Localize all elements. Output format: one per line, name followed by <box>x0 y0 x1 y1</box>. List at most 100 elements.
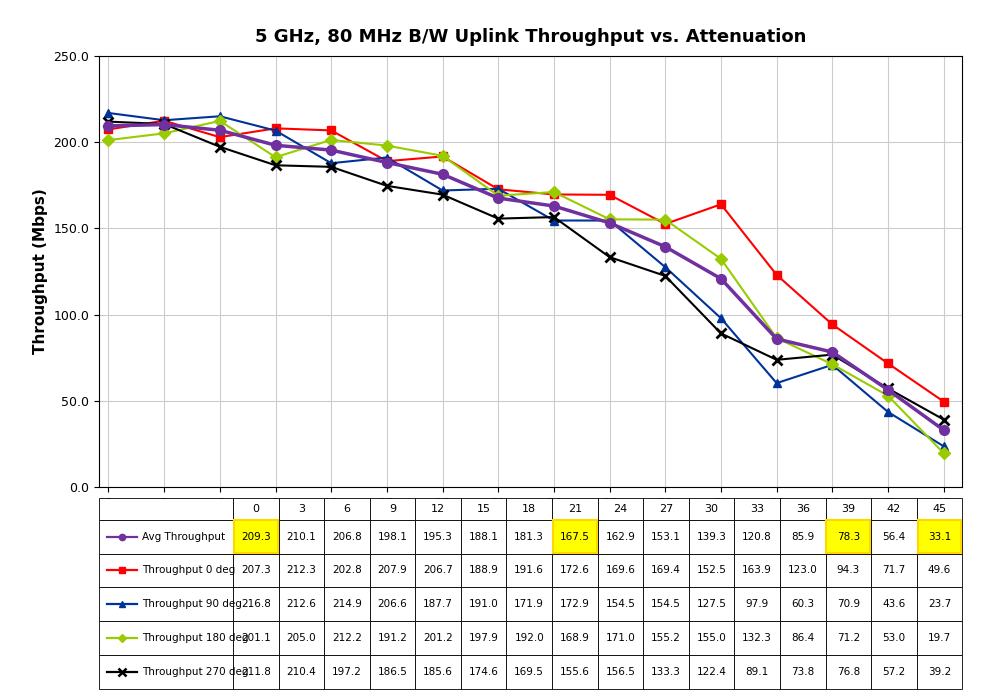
Text: 12: 12 <box>431 504 445 514</box>
Text: 155.6: 155.6 <box>559 667 590 677</box>
Text: 212.6: 212.6 <box>287 599 316 609</box>
Text: Avg Throughput: Avg Throughput <box>142 532 225 541</box>
Text: 45: 45 <box>932 504 946 514</box>
Text: 191.2: 191.2 <box>378 633 408 643</box>
Text: 212.3: 212.3 <box>287 565 316 576</box>
Text: 30: 30 <box>704 504 718 514</box>
Text: 56.4: 56.4 <box>882 532 906 541</box>
Text: 156.5: 156.5 <box>605 667 635 677</box>
Text: 188.1: 188.1 <box>468 532 499 541</box>
Text: 39: 39 <box>841 504 855 514</box>
Text: 152.5: 152.5 <box>696 565 726 576</box>
Text: 210.4: 210.4 <box>287 667 316 677</box>
Text: 197.2: 197.2 <box>332 667 362 677</box>
Text: 85.9: 85.9 <box>791 532 814 541</box>
Text: 57.2: 57.2 <box>882 667 906 677</box>
Text: Throughput 0 deg: Throughput 0 deg <box>142 565 235 576</box>
Text: 18: 18 <box>522 504 537 514</box>
Text: 207.9: 207.9 <box>378 565 408 576</box>
Text: 9: 9 <box>389 504 396 514</box>
Text: 214.9: 214.9 <box>332 599 362 609</box>
Text: 206.8: 206.8 <box>332 532 362 541</box>
Text: 23.7: 23.7 <box>928 599 951 609</box>
Text: 39.2: 39.2 <box>928 667 951 677</box>
Text: 211.8: 211.8 <box>241 667 271 677</box>
Text: 0: 0 <box>252 504 259 514</box>
Text: 171.9: 171.9 <box>514 599 545 609</box>
Text: 174.6: 174.6 <box>468 667 499 677</box>
Text: 169.4: 169.4 <box>651 565 681 576</box>
Text: 155.2: 155.2 <box>651 633 681 643</box>
Text: 186.5: 186.5 <box>378 667 408 677</box>
Text: 205.0: 205.0 <box>287 633 316 643</box>
Text: 172.6: 172.6 <box>559 565 590 576</box>
Text: 206.7: 206.7 <box>424 565 453 576</box>
Text: 167.5: 167.5 <box>559 532 590 541</box>
Text: 86.4: 86.4 <box>791 633 814 643</box>
Text: 71.7: 71.7 <box>882 565 906 576</box>
Text: 120.8: 120.8 <box>742 532 772 541</box>
Text: 133.3: 133.3 <box>651 667 681 677</box>
Text: 19.7: 19.7 <box>928 633 951 643</box>
Text: 36: 36 <box>796 504 809 514</box>
Text: Throughput 180 deg: Throughput 180 deg <box>142 633 248 643</box>
X-axis label: Attenuation (dB): Attenuation (dB) <box>458 516 603 530</box>
Text: 27: 27 <box>659 504 674 514</box>
Y-axis label: Throughput (Mbps): Throughput (Mbps) <box>33 189 48 354</box>
Text: 198.1: 198.1 <box>378 532 408 541</box>
Text: 201.2: 201.2 <box>424 633 453 643</box>
Text: 210.1: 210.1 <box>287 532 316 541</box>
Text: 153.1: 153.1 <box>651 532 681 541</box>
Text: 154.5: 154.5 <box>605 599 635 609</box>
Text: 191.6: 191.6 <box>514 565 545 576</box>
Text: 187.7: 187.7 <box>424 599 453 609</box>
Text: 154.5: 154.5 <box>651 599 681 609</box>
Text: 42: 42 <box>887 504 901 514</box>
Text: 168.9: 168.9 <box>559 633 590 643</box>
Text: 188.9: 188.9 <box>468 565 499 576</box>
Text: 162.9: 162.9 <box>605 532 635 541</box>
Text: 206.6: 206.6 <box>378 599 408 609</box>
Text: 139.3: 139.3 <box>696 532 726 541</box>
Text: 97.9: 97.9 <box>746 599 769 609</box>
Text: 195.3: 195.3 <box>424 532 453 541</box>
Text: 163.9: 163.9 <box>742 565 772 576</box>
Text: 201.1: 201.1 <box>241 633 271 643</box>
Text: 71.2: 71.2 <box>836 633 860 643</box>
Title: 5 GHz, 80 MHz B/W Uplink Throughput vs. Attenuation: 5 GHz, 80 MHz B/W Uplink Throughput vs. … <box>255 28 806 46</box>
Text: 94.3: 94.3 <box>836 565 860 576</box>
Text: 172.9: 172.9 <box>559 599 590 609</box>
Text: 89.1: 89.1 <box>746 667 769 677</box>
Text: 76.8: 76.8 <box>836 667 860 677</box>
Text: 202.8: 202.8 <box>332 565 362 576</box>
Text: 181.3: 181.3 <box>514 532 545 541</box>
Text: Throughput 90 deg: Throughput 90 deg <box>142 599 242 609</box>
Text: 169.5: 169.5 <box>514 667 545 677</box>
Text: 123.0: 123.0 <box>788 565 817 576</box>
Text: 207.3: 207.3 <box>241 565 271 576</box>
Text: 24: 24 <box>613 504 628 514</box>
Text: 122.4: 122.4 <box>696 667 726 677</box>
Text: Throughput 270 deg: Throughput 270 deg <box>142 667 248 677</box>
Text: 15: 15 <box>477 504 491 514</box>
Text: 33: 33 <box>750 504 764 514</box>
Text: 127.5: 127.5 <box>696 599 726 609</box>
Text: 155.0: 155.0 <box>696 633 726 643</box>
Text: 191.0: 191.0 <box>469 599 499 609</box>
Text: 212.2: 212.2 <box>332 633 362 643</box>
Text: 78.3: 78.3 <box>836 532 860 541</box>
Text: 132.3: 132.3 <box>742 633 772 643</box>
Text: 49.6: 49.6 <box>928 565 951 576</box>
Text: 53.0: 53.0 <box>882 633 906 643</box>
Text: 73.8: 73.8 <box>791 667 814 677</box>
Text: 169.6: 169.6 <box>605 565 635 576</box>
Text: 33.1: 33.1 <box>928 532 951 541</box>
Text: 43.6: 43.6 <box>882 599 906 609</box>
Text: 70.9: 70.9 <box>836 599 860 609</box>
Text: 3: 3 <box>298 504 305 514</box>
Text: 209.3: 209.3 <box>241 532 271 541</box>
Text: 185.6: 185.6 <box>424 667 453 677</box>
Text: 192.0: 192.0 <box>515 633 544 643</box>
Text: 21: 21 <box>567 504 582 514</box>
Text: 6: 6 <box>343 504 350 514</box>
